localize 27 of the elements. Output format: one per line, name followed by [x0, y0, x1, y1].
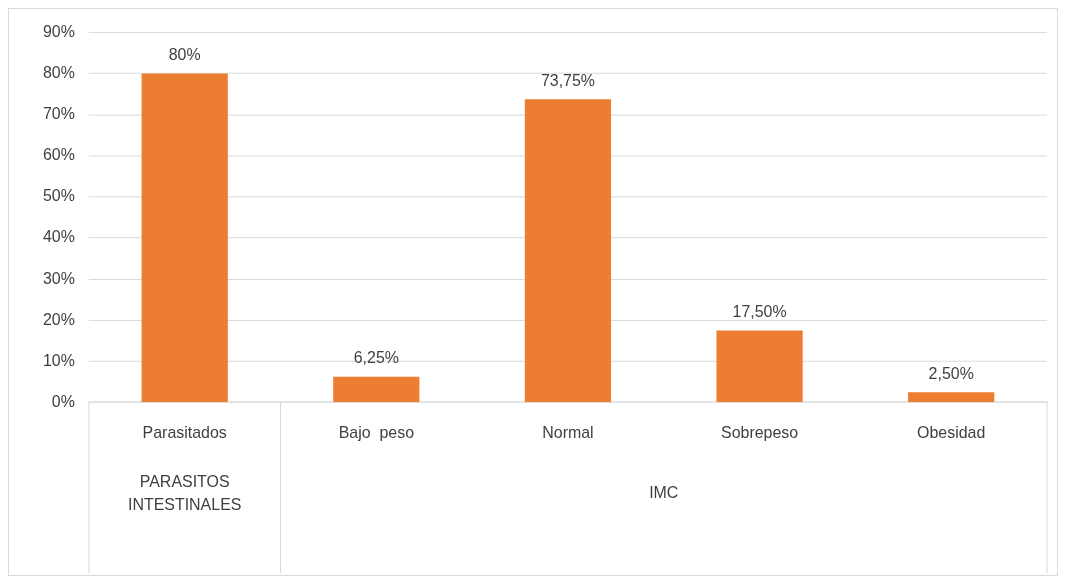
x-tick-label: Sobrepeso	[721, 424, 799, 442]
bar	[908, 392, 995, 402]
x-tick-label: Parasitados	[142, 424, 227, 442]
bar	[524, 99, 612, 402]
y-tick-label: 10%	[42, 351, 75, 369]
bar	[333, 376, 420, 402]
y-tick-label: 50%	[42, 187, 75, 205]
y-tick-label: 40%	[42, 228, 75, 246]
x-tick-label: Obesidad	[917, 424, 986, 442]
y-tick-label: 90%	[42, 22, 75, 40]
y-tick-label: 60%	[42, 146, 75, 164]
text: IMC	[649, 484, 679, 502]
y-tick-label: 0%	[51, 392, 75, 410]
y-tick-label: 20%	[42, 310, 75, 328]
data-label: 6,25%	[353, 349, 399, 367]
x-tick-label: Normal	[542, 424, 594, 442]
bar	[141, 73, 228, 402]
bar	[716, 330, 803, 402]
data-label: 80%	[168, 46, 201, 64]
y-tick-label: 30%	[42, 269, 75, 287]
data-label: 17,50%	[732, 302, 787, 320]
y-tick-label: 70%	[42, 105, 75, 123]
x-tick-label: Bajo peso	[338, 424, 415, 442]
y-tick-label: 80%	[42, 64, 75, 81]
data-label: 2,50%	[928, 364, 974, 382]
data-label: 73,75%	[540, 71, 595, 89]
text: PARASITOS INTESTINALES	[127, 472, 242, 514]
